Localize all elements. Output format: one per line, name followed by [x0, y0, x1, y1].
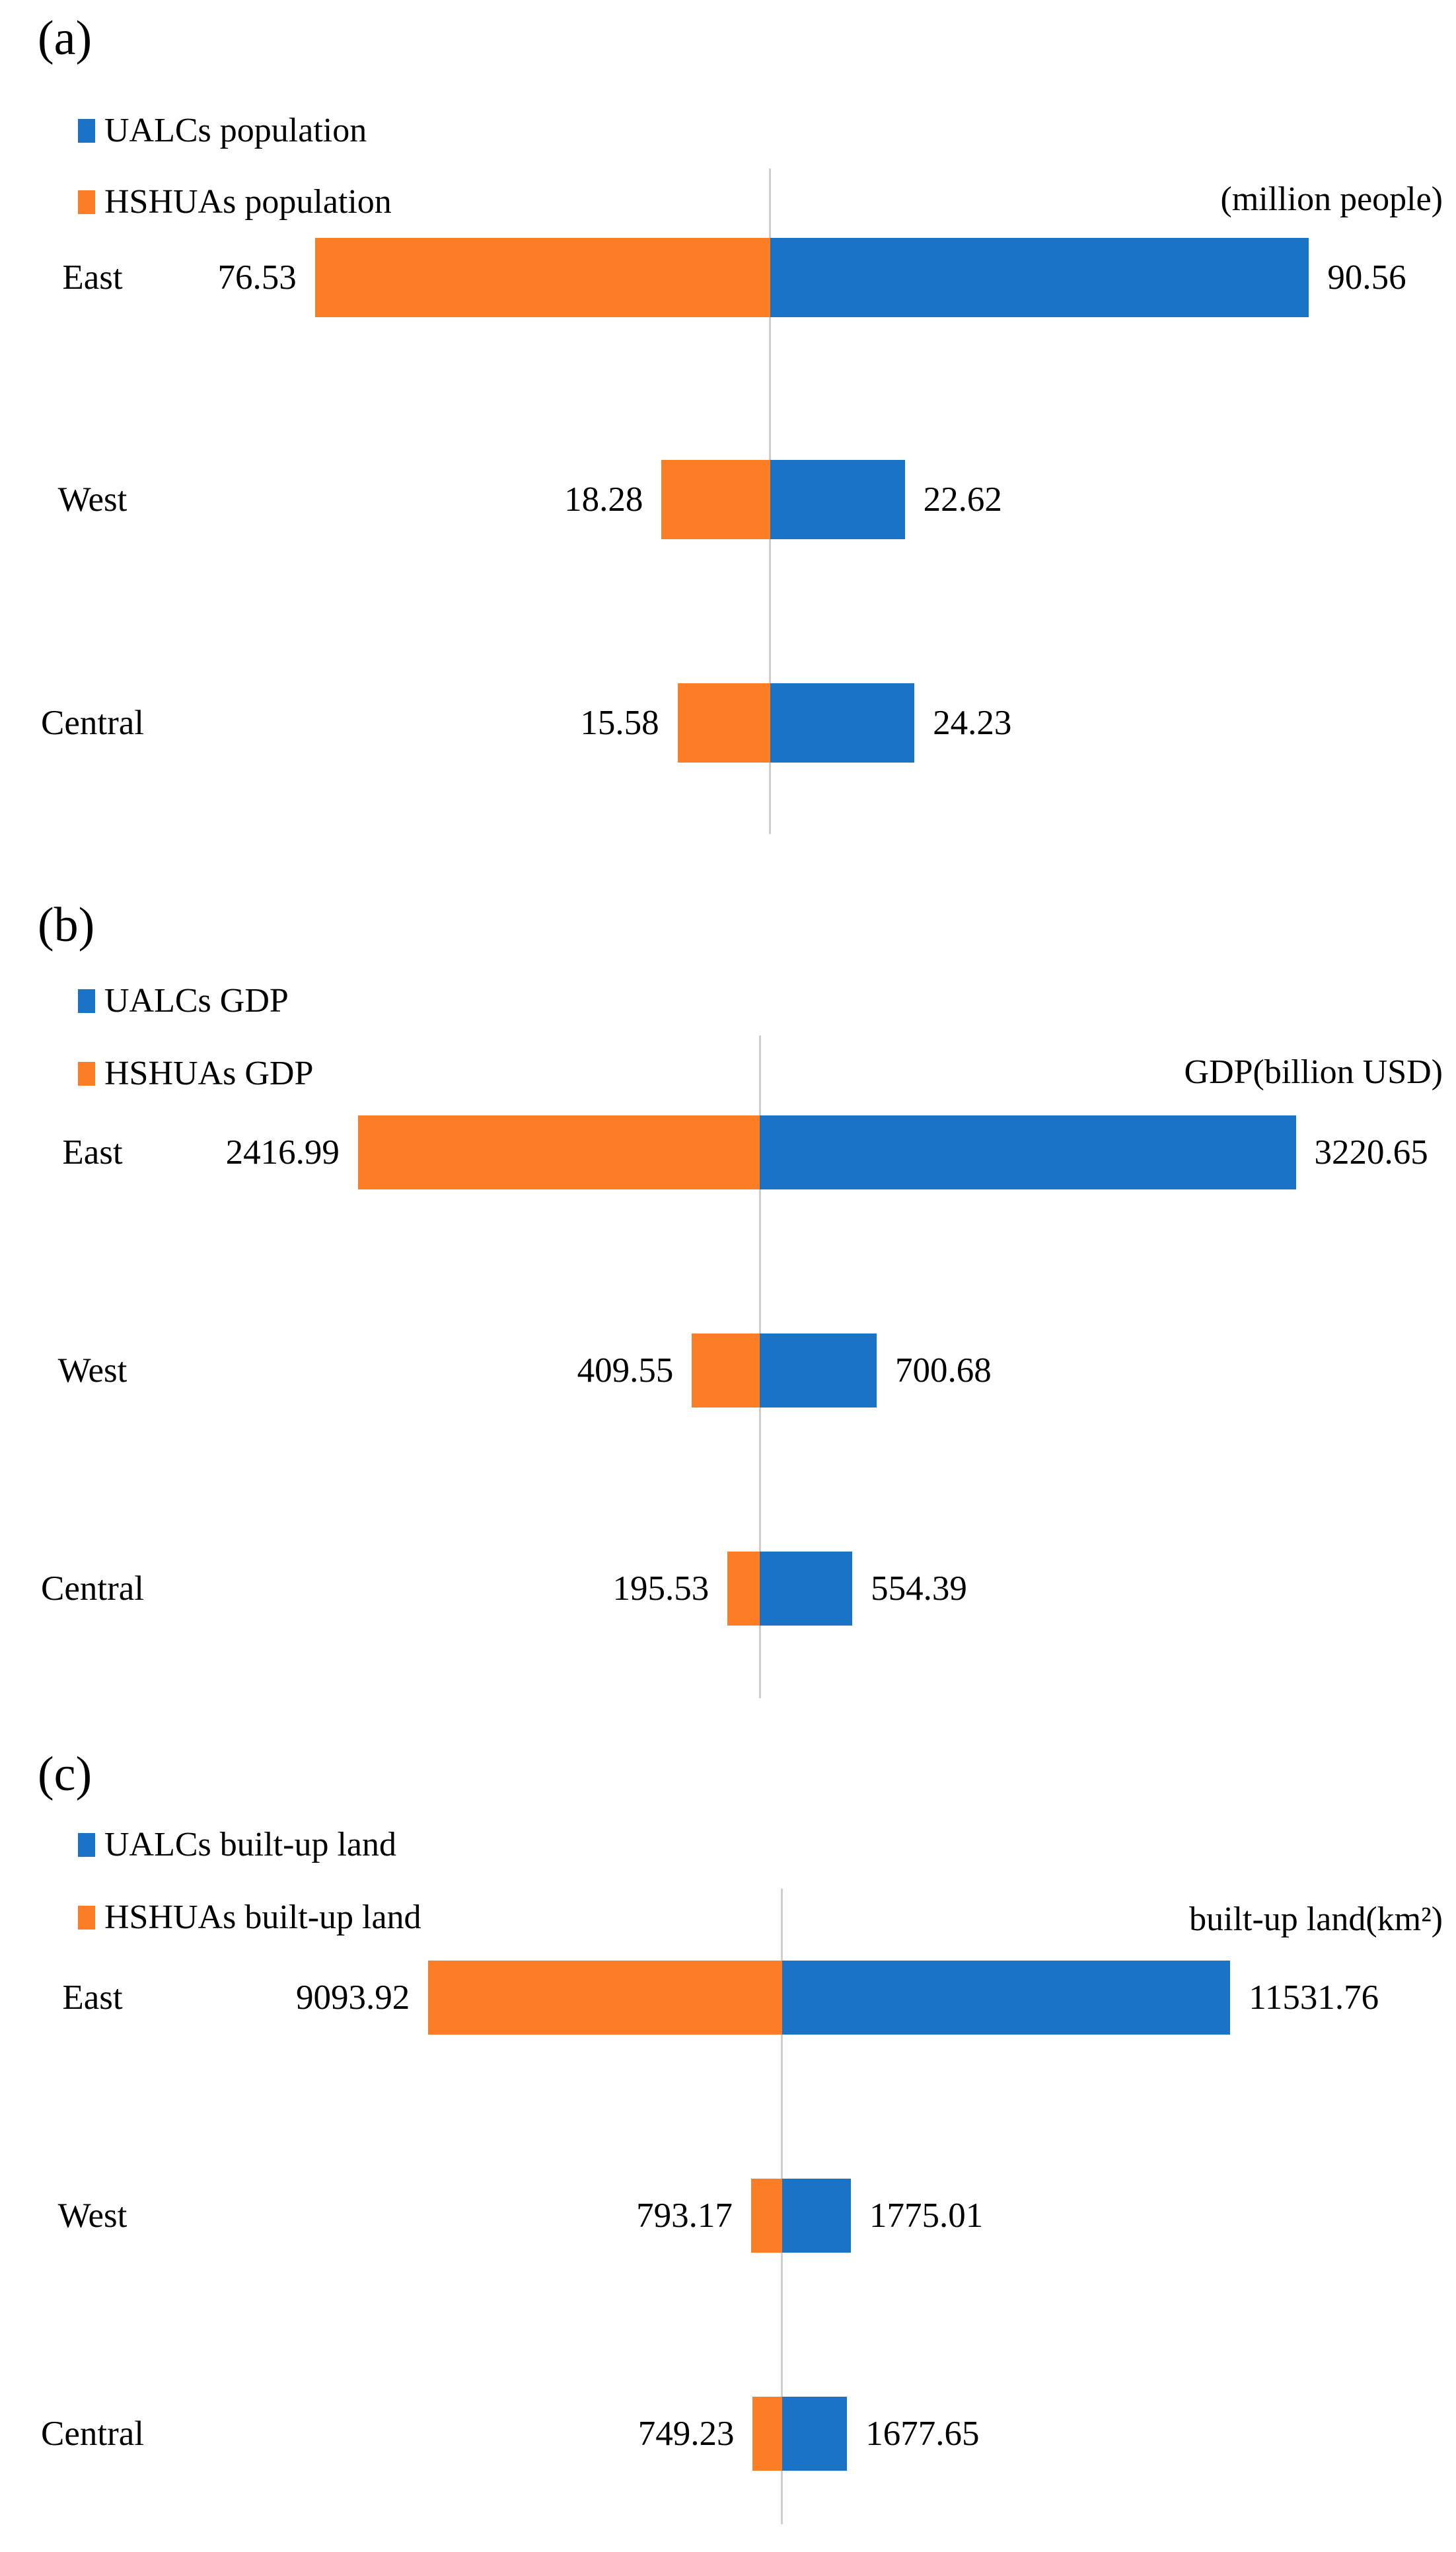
value-label-ualcs-east: 3220.65	[1314, 1133, 1428, 1172]
bar-hshuas-central	[727, 1552, 760, 1626]
legend-swatch-blue	[78, 1832, 95, 1857]
bar-hshuas-west	[750, 2179, 782, 2253]
value-label-hshuas-east: 76.53	[217, 258, 297, 297]
legend-label-ualcs: UALCs built-up land	[104, 1826, 396, 1863]
panel-label: (b)	[38, 898, 95, 952]
row-central: Central 749.23 1677.65	[0, 2397, 1456, 2471]
value-label-hshuas-west: 18.28	[564, 480, 643, 519]
row-west: West 793.17 1775.01	[0, 2179, 1456, 2253]
unit-label: built-up land(km²)	[1189, 1900, 1443, 1938]
bar-ualcs-east	[782, 1961, 1231, 2035]
bar-hshuas-central	[752, 2397, 782, 2471]
legend-swatch-orange	[78, 1061, 95, 1086]
legend-label-hshuas: HSHUAs built-up land	[104, 1898, 421, 1936]
value-label-hshuas-west: 409.55	[577, 1351, 674, 1390]
legend-swatch-orange	[78, 1905, 95, 1930]
bar-ualcs-west	[782, 2179, 852, 2253]
category-label-west: West	[57, 480, 127, 519]
bar-hshuas-east	[428, 1961, 782, 2035]
category-label-east: East	[62, 1133, 123, 1172]
bar-ualcs-central	[770, 683, 915, 763]
row-west: West 18.28 22.62	[0, 460, 1456, 539]
legend-item-ualcs: UALCs built-up land	[78, 1825, 396, 1864]
value-label-ualcs-central: 1677.65	[865, 2415, 980, 2453]
legend-item-hshuas: HSHUAs built-up land	[78, 1898, 421, 1937]
row-east: East 2416.99 3220.65	[0, 1115, 1456, 1189]
value-label-hshuas-central: 749.23	[637, 2415, 735, 2453]
panel-c: (c) UALCs built-up land HSHUAs built-up …	[0, 1731, 1456, 2552]
category-label-central: Central	[41, 704, 144, 742]
category-label-east: East	[62, 1978, 123, 2017]
legend-swatch-orange	[78, 190, 95, 214]
value-label-ualcs-west: 22.62	[923, 480, 1002, 519]
legend-item-hshuas: HSHUAs population	[78, 182, 392, 221]
panel-a: (a) UALCs population HSHUAs population (…	[0, 0, 1456, 889]
unit-label: (million people)	[1220, 180, 1443, 218]
bar-hshuas-east	[314, 238, 770, 317]
legend-label-hshuas: HSHUAs GDP	[104, 1055, 314, 1092]
category-label-central: Central	[41, 1569, 144, 1608]
panel-label: (c)	[38, 1747, 92, 1801]
value-label-hshuas-west: 793.17	[636, 2196, 733, 2235]
bar-ualcs-central	[782, 2397, 848, 2471]
value-label-ualcs-east: 11531.76	[1249, 1978, 1379, 2017]
bar-ualcs-west	[760, 1333, 877, 1407]
legend-label-hshuas: HSHUAs population	[104, 183, 392, 221]
legend-label-ualcs: UALCs GDP	[104, 982, 289, 1020]
category-label-east: East	[62, 258, 123, 297]
row-east: East 9093.92 11531.76	[0, 1961, 1456, 2035]
legend-swatch-blue	[78, 118, 95, 143]
value-label-hshuas-central: 195.53	[612, 1569, 710, 1608]
panel-label: (a)	[38, 11, 92, 65]
row-central: Central 15.58 24.23	[0, 683, 1456, 763]
value-label-ualcs-east: 90.56	[1327, 258, 1406, 297]
bar-ualcs-west	[770, 460, 905, 539]
legend-item-ualcs: UALCs GDP	[78, 981, 289, 1020]
value-label-ualcs-west: 700.68	[894, 1351, 992, 1390]
value-label-hshuas-east: 9093.92	[295, 1978, 410, 2017]
legend-label-ualcs: UALCs population	[104, 112, 367, 149]
value-label-ualcs-central: 554.39	[871, 1569, 967, 1608]
bar-hshuas-west	[692, 1333, 760, 1407]
category-label-central: Central	[41, 2415, 144, 2453]
value-label-hshuas-east: 2416.99	[225, 1133, 340, 1172]
value-label-hshuas-central: 15.58	[580, 704, 659, 742]
bar-hshuas-west	[661, 460, 770, 539]
row-east: East 76.53 90.56	[0, 238, 1456, 317]
category-label-west: West	[57, 1351, 127, 1390]
legend-item-hshuas: HSHUAs GDP	[78, 1054, 313, 1093]
bar-ualcs-central	[760, 1552, 853, 1626]
bar-ualcs-east	[760, 1115, 1296, 1189]
category-label-west: West	[57, 2196, 127, 2235]
legend-swatch-blue	[78, 989, 95, 1013]
bar-hshuas-east	[357, 1115, 760, 1189]
panel-b: (b) UALCs GDP HSHUAs GDP GDP(billion USD…	[0, 889, 1456, 1731]
value-label-ualcs-central: 24.23	[933, 704, 1012, 742]
unit-label: GDP(billion USD)	[1184, 1053, 1443, 1091]
row-central: Central 195.53 554.39	[0, 1552, 1456, 1626]
bar-ualcs-east	[770, 238, 1309, 317]
value-label-ualcs-west: 1775.01	[869, 2196, 984, 2235]
legend-item-ualcs: UALCs population	[78, 111, 367, 150]
row-west: West 409.55 700.68	[0, 1333, 1456, 1407]
bar-hshuas-central	[677, 683, 770, 763]
